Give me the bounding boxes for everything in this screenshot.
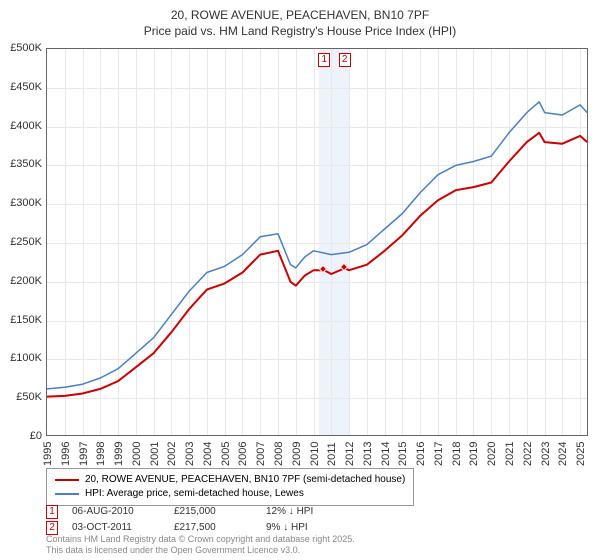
top-marker-badge: 2 (339, 53, 351, 67)
xtick-label: 2017 (433, 442, 445, 466)
xtick-label: 2006 (237, 442, 249, 466)
ytick-label: £150K (0, 314, 42, 326)
xtick-label: 2023 (540, 442, 552, 466)
transactions-table: 1 06-AUG-2010 £215,000 12% ↓ HPI 2 03-OC… (46, 504, 354, 536)
footer-line: Contains HM Land Registry data © Crown c… (46, 534, 355, 545)
legend-item-hpi: HPI: Average price, semi-detached house,… (55, 487, 405, 501)
xtick-label: 2004 (202, 442, 214, 466)
ytick-label: £300K (0, 197, 42, 209)
xtick-label: 2011 (326, 442, 338, 466)
xtick-label: 2020 (486, 442, 498, 466)
xtick-label: 2009 (291, 442, 303, 466)
xtick-label: 2021 (504, 442, 516, 466)
transaction-index-badge: 1 (46, 505, 58, 519)
title-address: 20, ROWE AVENUE, PEACEHAVEN, BN10 7PF (0, 8, 600, 24)
xtick-label: 2008 (273, 442, 285, 466)
ytick-label: £200K (0, 275, 42, 287)
xtick-label: 2007 (255, 442, 267, 466)
ytick-label: £250K (0, 236, 42, 248)
xtick-label: 2016 (415, 442, 427, 466)
legend: 20, ROWE AVENUE, PEACEHAVEN, BN10 7PF (s… (46, 468, 414, 506)
xtick-label: 2019 (468, 442, 480, 466)
xtick-label: 1996 (60, 442, 72, 466)
xtick-label: 2012 (344, 442, 356, 466)
xtick-label: 2013 (362, 442, 374, 466)
legend-item-property: 20, ROWE AVENUE, PEACEHAVEN, BN10 7PF (s… (55, 473, 405, 487)
xtick-label: 2003 (184, 442, 196, 466)
xtick-label: 2022 (522, 442, 534, 466)
xtick-label: 2024 (557, 442, 569, 466)
chart-lines (47, 49, 589, 437)
xtick-label: 1999 (113, 442, 125, 466)
xtick-label: 2014 (380, 442, 392, 466)
footer: Contains HM Land Registry data © Crown c… (46, 534, 355, 556)
xtick-label: 1998 (95, 442, 107, 466)
footer-line: This data is licensed under the Open Gov… (46, 545, 355, 556)
xtick-label: 2000 (131, 442, 143, 466)
xtick-label: 2018 (451, 442, 463, 466)
ytick-label: £500K (0, 42, 42, 54)
ytick-label: £100K (0, 352, 42, 364)
transaction-date: 06-AUG-2010 (72, 504, 160, 520)
xtick-label: 2025 (575, 442, 587, 466)
xtick-label: 1995 (42, 442, 54, 466)
ytick-label: £0 (0, 430, 42, 442)
xtick-label: 1997 (78, 442, 90, 466)
series-line (47, 102, 587, 389)
legend-label: 20, ROWE AVENUE, PEACEHAVEN, BN10 7PF (s… (85, 473, 405, 487)
chart-area: 12 (46, 48, 588, 436)
ytick-label: £400K (0, 120, 42, 132)
ytick-label: £350K (0, 158, 42, 170)
legend-swatch (55, 479, 79, 481)
transaction-row: 1 06-AUG-2010 £215,000 12% ↓ HPI (46, 504, 354, 520)
legend-label: HPI: Average price, semi-detached house,… (85, 487, 304, 501)
title-subtitle: Price paid vs. HM Land Registry's House … (0, 24, 600, 40)
transaction-diff: 12% ↓ HPI (266, 504, 354, 520)
xtick-label: 2015 (397, 442, 409, 466)
xtick-label: 2010 (309, 442, 321, 466)
series-line (47, 133, 587, 397)
top-marker-badge: 1 (318, 53, 330, 67)
transaction-index-badge: 2 (46, 521, 58, 535)
xtick-label: 2001 (149, 442, 161, 466)
ytick-label: £450K (0, 81, 42, 93)
transaction-price: £215,000 (174, 504, 252, 520)
xtick-label: 2002 (166, 442, 178, 466)
title-block: 20, ROWE AVENUE, PEACEHAVEN, BN10 7PF Pr… (0, 0, 600, 39)
xtick-label: 2005 (220, 442, 232, 466)
ytick-label: £50K (0, 391, 42, 403)
legend-swatch (55, 493, 79, 495)
